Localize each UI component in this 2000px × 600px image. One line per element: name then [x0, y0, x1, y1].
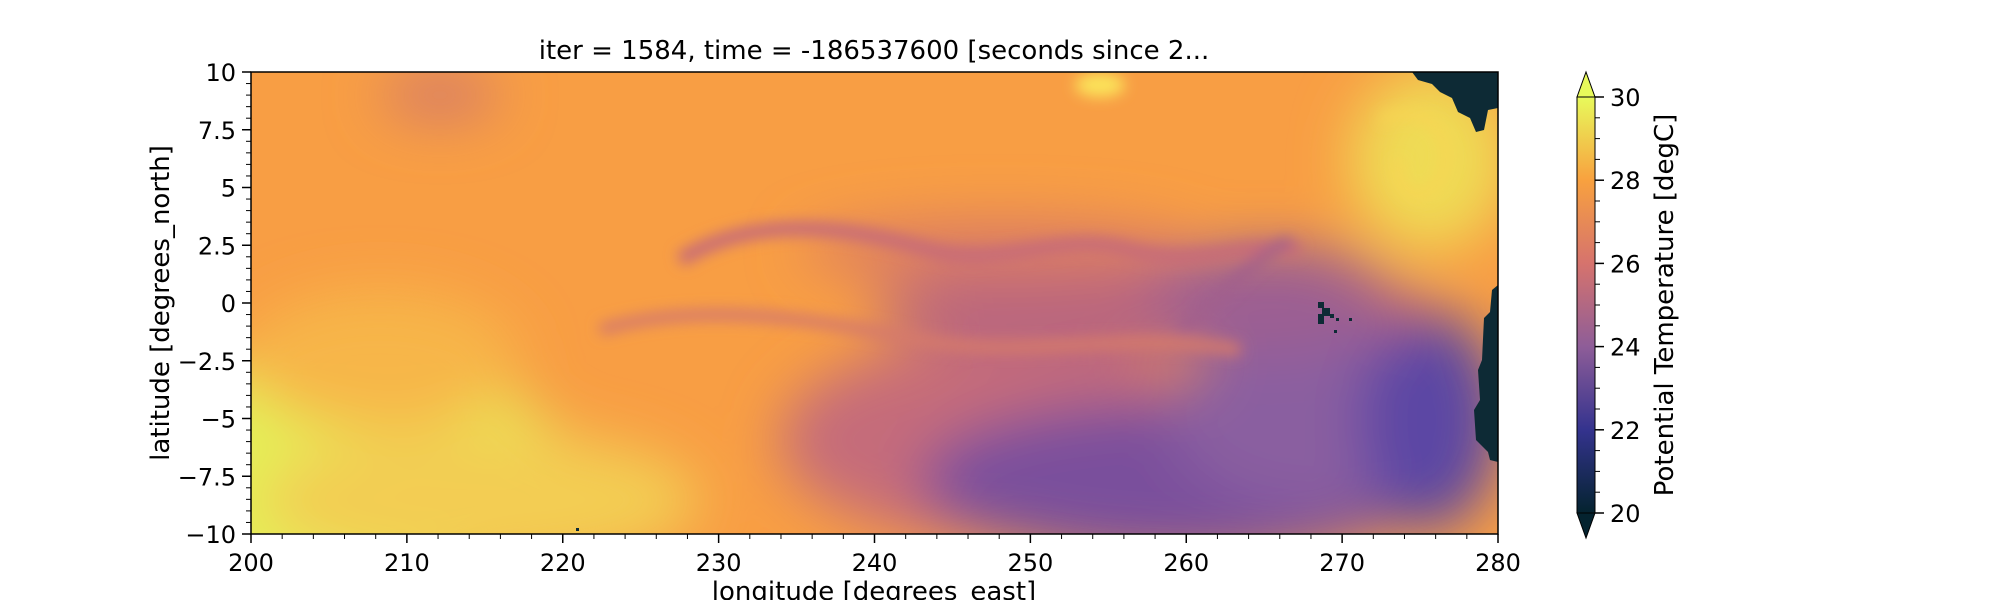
colorbar-tick-label: 22: [1610, 417, 1641, 445]
x-tick-label: 270: [1319, 549, 1365, 577]
y-tick-label: −2.5: [178, 348, 236, 376]
temperature-field: [251, 72, 1498, 534]
x-tick-label: 200: [228, 549, 274, 577]
y-tick-label: −7.5: [178, 463, 236, 491]
chart-title: iter = 1584, time = -186537600 [seconds …: [539, 36, 1210, 66]
land-mask-northeast: [1412, 72, 1498, 132]
x-tick-label: 250: [1007, 549, 1053, 577]
x-tick-label: 260: [1163, 549, 1209, 577]
y-tick-label: −5: [201, 406, 236, 434]
x-tick-label: 240: [852, 549, 898, 577]
x-axis-label: longitude [degrees_east]: [712, 577, 1036, 600]
colorbar-tick-label: 30: [1610, 84, 1641, 112]
land-mask-east: [1474, 285, 1498, 462]
x-tick-label: 220: [540, 549, 586, 577]
y-tick-label: 5: [221, 175, 236, 203]
y-tick-label: 0: [221, 290, 236, 318]
colorbar-extend-max: [1576, 70, 1596, 98]
land-mask-islands: [576, 302, 1352, 531]
colorbar-tick-label: 24: [1610, 334, 1641, 362]
colorbar-label: Potential Temperature [degC]: [1650, 114, 1680, 497]
colorbar-extend-min: [1576, 512, 1596, 540]
colorbar: 30 28 26 24 22 20 Potential Temperature [degC…: [1576, 70, 1680, 540]
x-tick-label: 280: [1475, 549, 1521, 577]
x-tick-label: 230: [696, 549, 742, 577]
colorbar-tick-label: 20: [1610, 500, 1641, 528]
colorbar-gradient: [1576, 96, 1596, 514]
x-tick-label: 210: [384, 549, 430, 577]
y-tick-label: −10: [185, 521, 236, 549]
colorbar-tick-label: 28: [1610, 167, 1641, 195]
colorbar-ticks: 30 28 26 24 22 20: [1595, 84, 1641, 528]
y-axis-label: latitude [degrees_north]: [146, 145, 176, 461]
y-tick-label: 7.5: [198, 117, 236, 145]
colorbar-tick-label: 26: [1610, 250, 1641, 278]
x-axis: 200 210 220 230 240 250 260 270 280: [228, 534, 1521, 577]
y-tick-label: 2.5: [198, 232, 236, 260]
y-tick-label: 10: [205, 59, 236, 87]
y-axis: 10 7.5 5 2.5 0 −2.5 −5 −7.5 −10: [178, 59, 251, 549]
